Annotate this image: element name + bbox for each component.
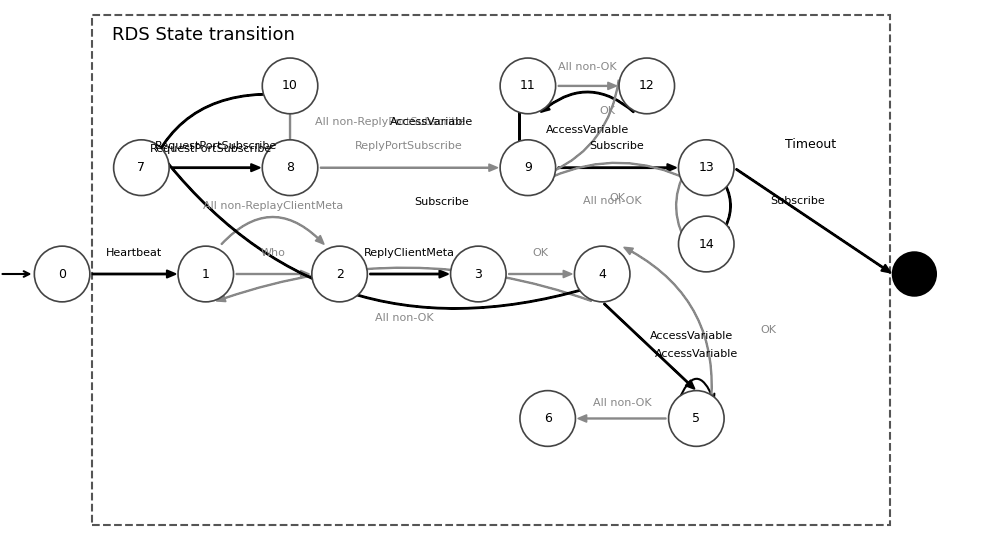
Text: 2: 2 (336, 267, 344, 281)
FancyArrowPatch shape (736, 169, 890, 272)
FancyArrowPatch shape (93, 271, 175, 277)
Text: 3: 3 (474, 267, 482, 281)
Text: ReplyClientMeta: ReplyClientMeta (363, 248, 454, 258)
Ellipse shape (312, 246, 367, 302)
Ellipse shape (679, 140, 734, 196)
FancyArrowPatch shape (236, 271, 309, 277)
Ellipse shape (520, 391, 575, 446)
Ellipse shape (262, 58, 318, 114)
FancyArrowPatch shape (578, 415, 666, 422)
Ellipse shape (114, 140, 169, 196)
Ellipse shape (262, 140, 318, 196)
Text: 12: 12 (639, 79, 655, 93)
Text: All non-OK: All non-OK (558, 62, 617, 72)
Text: RDS State transition: RDS State transition (112, 26, 295, 44)
Text: OK: OK (761, 326, 777, 335)
FancyArrowPatch shape (221, 216, 324, 244)
Text: Timeout: Timeout (785, 138, 836, 151)
Ellipse shape (451, 246, 506, 302)
Text: 4: 4 (598, 267, 606, 281)
Ellipse shape (34, 246, 90, 302)
Text: Subscribe: Subscribe (771, 196, 825, 206)
FancyArrowPatch shape (541, 92, 634, 112)
Text: Subscribe: Subscribe (414, 197, 469, 207)
FancyArrowPatch shape (321, 164, 497, 171)
Text: All non-OK: All non-OK (375, 313, 433, 323)
Text: OK: OK (532, 248, 548, 258)
FancyArrowPatch shape (624, 247, 712, 407)
FancyArrowPatch shape (509, 271, 572, 277)
Text: 7: 7 (137, 161, 145, 174)
FancyArrowPatch shape (558, 164, 676, 171)
Text: 10: 10 (282, 79, 298, 93)
Ellipse shape (178, 246, 234, 302)
FancyArrowPatch shape (544, 80, 619, 175)
Text: OK: OK (609, 193, 625, 203)
Ellipse shape (893, 252, 936, 296)
FancyArrowPatch shape (544, 162, 690, 181)
Text: 13: 13 (698, 161, 714, 174)
Text: Subscribe: Subscribe (590, 141, 644, 151)
Text: ReplyPortSubscribe: ReplyPortSubscribe (355, 141, 463, 151)
FancyArrowPatch shape (604, 304, 694, 389)
Text: 11: 11 (520, 79, 536, 93)
Ellipse shape (500, 58, 556, 114)
Text: AccessVariable: AccessVariable (650, 331, 733, 341)
Text: All non-ReplyPortSubscribe: All non-ReplyPortSubscribe (315, 117, 465, 127)
Text: All non-OK: All non-OK (593, 398, 651, 408)
Text: 6: 6 (544, 412, 552, 425)
Text: 1: 1 (202, 267, 210, 281)
Text: AccessVariable: AccessVariable (546, 125, 629, 135)
FancyArrowPatch shape (558, 82, 616, 89)
Text: 14: 14 (698, 237, 714, 250)
FancyArrowPatch shape (676, 162, 691, 250)
FancyArrowPatch shape (370, 271, 448, 277)
Text: 5: 5 (692, 412, 700, 425)
FancyArrowPatch shape (287, 61, 294, 193)
Text: OK: OK (599, 106, 615, 116)
Text: AccessVariable: AccessVariable (390, 117, 473, 127)
Ellipse shape (679, 216, 734, 272)
FancyArrowPatch shape (151, 142, 586, 309)
Text: All non-OK: All non-OK (583, 196, 642, 206)
Text: Heartbeat: Heartbeat (106, 248, 162, 258)
Text: AccessVariable: AccessVariable (655, 349, 738, 358)
Text: 0: 0 (58, 267, 66, 281)
Text: RequestPortSubscribe: RequestPortSubscribe (155, 141, 277, 151)
FancyArrowPatch shape (516, 61, 523, 193)
Text: 9: 9 (524, 161, 532, 174)
Ellipse shape (619, 58, 675, 114)
Text: Who: Who (260, 248, 285, 258)
Text: RequestPortSubscribe: RequestPortSubscribe (150, 144, 272, 154)
FancyArrowPatch shape (721, 178, 731, 233)
FancyArrowPatch shape (217, 267, 591, 301)
Ellipse shape (500, 140, 556, 196)
Ellipse shape (574, 246, 630, 302)
Ellipse shape (669, 391, 724, 446)
FancyArrowPatch shape (141, 94, 273, 193)
Text: All non-ReplayClientMeta: All non-ReplayClientMeta (203, 201, 343, 212)
Text: 8: 8 (286, 161, 294, 174)
FancyArrowPatch shape (172, 164, 260, 171)
